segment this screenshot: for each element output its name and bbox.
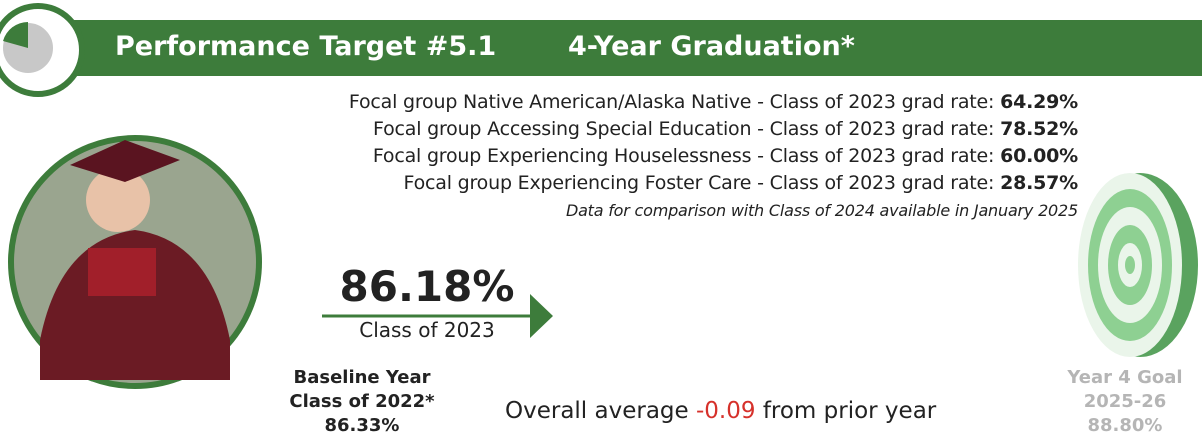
target-number: Performance Target #5.1 <box>115 31 496 62</box>
change-prefix: Overall average <box>505 398 689 424</box>
change-text: Overall average -0.09 from prior year <box>505 398 936 424</box>
change-value: -0.09 <box>696 398 756 424</box>
note: Data for comparison with Class of 2024 a… <box>566 201 1078 220</box>
current-label: Class of 2023 <box>322 318 532 342</box>
focal-row: Focal group Experiencing Foster Care - C… <box>404 172 1078 194</box>
focal-label: Focal group Experiencing Foster Care - C… <box>404 172 995 194</box>
arrow-head <box>530 294 553 338</box>
goal-target <box>1078 173 1198 357</box>
focal-label: Focal group Experiencing Houselessness -… <box>373 145 994 167</box>
focal-value: 28.57% <box>1000 172 1078 194</box>
focal-row: Focal group Experiencing Houselessness -… <box>373 145 1078 167</box>
focal-label: Focal group Accessing Special Education … <box>373 118 994 140</box>
current-value: 86.18% <box>322 262 532 311</box>
change-suffix: from prior year <box>763 398 936 424</box>
baseline-value: 86.33% <box>272 415 452 436</box>
baseline-label: Baseline Year <box>272 367 452 388</box>
baseline-class: Class of 2022* <box>272 391 452 412</box>
goal-year: 2025-26 <box>1050 391 1200 412</box>
focal-value: 60.00% <box>1000 145 1078 167</box>
focal-value: 64.29% <box>1000 91 1078 113</box>
target-center <box>1125 256 1135 274</box>
goal-label: Year 4 Goal <box>1050 367 1200 388</box>
focal-value: 78.52% <box>1000 118 1078 140</box>
focal-row: Focal group Native American/Alaska Nativ… <box>349 91 1078 113</box>
focal-label: Focal group Native American/Alaska Nativ… <box>349 91 994 113</box>
focal-row: Focal group Accessing Special Education … <box>373 118 1078 140</box>
goal-value: 88.80% <box>1050 415 1200 436</box>
target-title: 4-Year Graduation* <box>568 31 855 62</box>
page: Performance Target #5.1 4-Year Graduatio… <box>0 0 1202 437</box>
photo-diploma <box>88 248 156 296</box>
